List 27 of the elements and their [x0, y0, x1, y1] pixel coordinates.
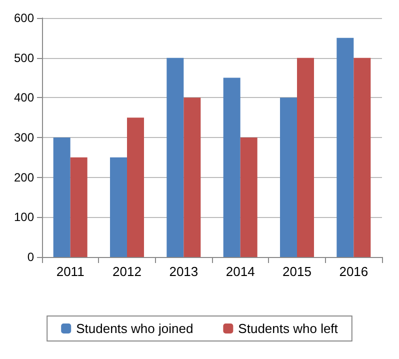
x-tick-label: 2013 — [169, 264, 198, 279]
bar — [70, 157, 88, 257]
bar — [336, 38, 354, 257]
bar — [280, 98, 297, 257]
y-tick-label: 100 — [14, 210, 34, 224]
x-tick-label: 2015 — [282, 264, 312, 279]
y-tick-label: 200 — [14, 170, 34, 184]
bar — [184, 98, 201, 257]
bar — [166, 58, 184, 257]
x-tick-label: 2016 — [339, 264, 368, 279]
x-tick-label: 2012 — [112, 264, 142, 279]
bar — [354, 58, 371, 257]
x-tick-label: 2014 — [226, 264, 255, 279]
legend-label: Students who left — [238, 321, 338, 336]
legend-label: Students who joined — [76, 321, 194, 336]
bar — [127, 118, 144, 257]
bar — [223, 78, 240, 257]
bar — [297, 58, 314, 257]
bar — [240, 138, 258, 257]
bar — [110, 157, 127, 257]
y-tick-label: 400 — [14, 90, 34, 105]
y-tick-label: 0 — [27, 250, 34, 264]
y-tick-label: 600 — [14, 11, 34, 25]
y-tick-label: 300 — [14, 130, 34, 144]
x-tick-label: 2011 — [56, 264, 84, 279]
y-tick-label: 500 — [14, 50, 34, 65]
bar — [53, 138, 70, 257]
